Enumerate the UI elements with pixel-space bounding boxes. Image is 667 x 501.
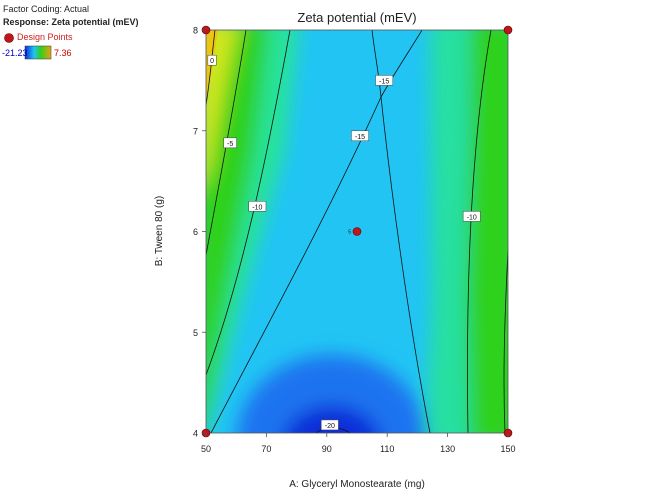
y-tick-label: 8 bbox=[193, 26, 198, 36]
contour-label: -10 bbox=[462, 211, 481, 222]
contour-label: -15 bbox=[375, 75, 394, 86]
y-tick-label: 4 bbox=[193, 429, 198, 439]
color-scale-max: 7.36 bbox=[54, 48, 72, 58]
contour-label-text: -10 bbox=[252, 204, 262, 211]
contour-label-text: -20 bbox=[325, 423, 335, 430]
chart-title: Zeta potential (mEV) bbox=[297, 10, 416, 25]
region-bottom-deepblue bbox=[284, 405, 380, 433]
contour-label: 0 bbox=[207, 54, 217, 66]
x-tick-label: 110 bbox=[380, 444, 394, 454]
design-point bbox=[503, 25, 513, 35]
contour-line-far-right bbox=[503, 249, 508, 433]
y-tick-label: 5 bbox=[193, 328, 198, 338]
contour-label: -10 bbox=[248, 201, 267, 212]
contour-labels: 0 -5 -10 -15 -15 -10 -20 bbox=[207, 54, 481, 431]
contour-label-box bbox=[223, 137, 237, 149]
contour-label-box bbox=[351, 130, 369, 142]
contour-label-text: 0 bbox=[210, 58, 214, 65]
y-tick-label: 6 bbox=[193, 227, 198, 237]
region-left-teal bbox=[206, 30, 299, 433]
contour-label-box bbox=[207, 54, 217, 66]
region-bottom-blue bbox=[237, 355, 427, 433]
factor-coding-label: Factor Coding: Actual bbox=[3, 4, 90, 14]
contour-line-minus15-left bbox=[210, 96, 382, 433]
contour-line-minus15-right bbox=[380, 96, 431, 433]
contour-label-text: -15 bbox=[355, 134, 365, 141]
x-axis-label: A: Glyceryl Monostearate (mg) bbox=[289, 479, 425, 490]
color-scale-min: -21.23 bbox=[2, 48, 28, 58]
y-tick-label: 7 bbox=[193, 126, 198, 136]
response-label: Response: Zeta potential (mEV) bbox=[3, 17, 139, 27]
color-scale-bar bbox=[24, 45, 52, 60]
plot-area bbox=[206, 30, 508, 433]
contour-label-text: -5 bbox=[227, 141, 233, 148]
contour-label: -5 bbox=[223, 137, 237, 149]
contour-line-0 bbox=[206, 30, 216, 106]
contour-label-text: -15 bbox=[379, 78, 389, 85]
contour-label-text: -10 bbox=[467, 214, 477, 221]
contour-line-minus15-topright bbox=[380, 30, 423, 98]
x-axis: 50 70 90 110 130 150 bbox=[201, 433, 516, 454]
y-axis: 4 5 6 7 8 bbox=[193, 26, 206, 439]
region-left-green bbox=[206, 30, 269, 415]
x-tick-label: 70 bbox=[261, 444, 271, 454]
x-tick-label: 130 bbox=[440, 444, 455, 454]
contour-label-box bbox=[320, 419, 339, 431]
region-left-yellow bbox=[206, 30, 238, 179]
contour-label-box bbox=[375, 75, 394, 86]
x-tick-label: 150 bbox=[500, 444, 515, 454]
contour-line-minus15-topleft bbox=[371, 30, 382, 98]
contour-label-box bbox=[462, 211, 481, 222]
design-point-legend-marker bbox=[4, 33, 14, 43]
design-point-replicates: 5 bbox=[348, 230, 351, 236]
x-tick-label: 90 bbox=[322, 444, 332, 454]
region-right-green bbox=[466, 30, 508, 433]
design-point bbox=[352, 227, 362, 236]
contour-line-minus10-right bbox=[467, 30, 492, 433]
y-axis-label: B: Tween 80 (g) bbox=[154, 196, 165, 266]
region-right-teal bbox=[425, 30, 470, 433]
x-tick-label: 50 bbox=[201, 444, 211, 454]
contour-label: -20 bbox=[320, 419, 339, 431]
contour-label-box bbox=[248, 201, 267, 212]
design-points-label: Design Points bbox=[17, 32, 73, 42]
contour-label: -15 bbox=[351, 130, 369, 142]
